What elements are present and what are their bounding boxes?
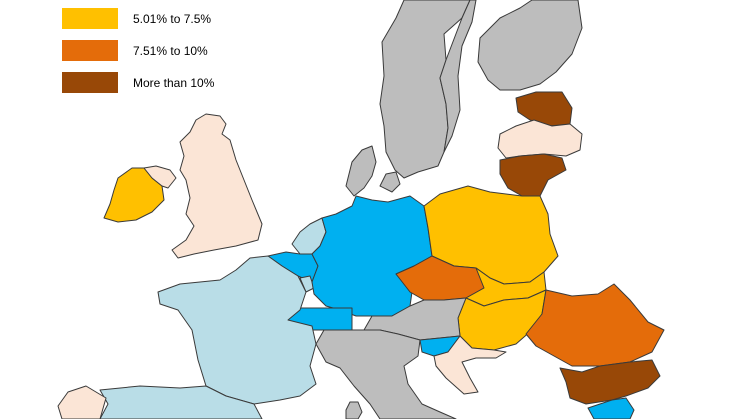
region-denmark xyxy=(345,145,377,197)
region-france xyxy=(157,255,317,405)
region-italy xyxy=(315,329,457,419)
region-romania xyxy=(525,283,665,367)
legend-swatch-brown xyxy=(62,72,118,93)
legend-label: 7.51% to 10% xyxy=(133,43,208,58)
region-croatia xyxy=(433,335,507,395)
legend-label: 5.01% to 7.5% xyxy=(133,11,212,26)
legend-item-more-than-10: More than 10% xyxy=(62,72,214,93)
region-estonia xyxy=(515,91,573,127)
legend-swatch-orange xyxy=(62,40,118,61)
legend-item-5-to-7-5: 5.01% to 7.5% xyxy=(62,8,211,29)
region-united-kingdom xyxy=(171,113,263,259)
region-finland xyxy=(477,0,583,91)
region-northern-ireland xyxy=(143,165,177,189)
region-bulgaria xyxy=(559,359,661,405)
region-lithuania xyxy=(499,153,567,197)
region-sweden xyxy=(439,0,477,153)
legend-swatch-yellow xyxy=(62,8,118,29)
legend-item-7-5-to-10: 7.51% to 10% xyxy=(62,40,208,61)
region-portugal xyxy=(57,385,107,419)
region-germany xyxy=(311,195,433,317)
region-greece xyxy=(587,397,635,419)
region-denmark-isles xyxy=(379,171,401,193)
region-latvia xyxy=(497,119,583,159)
legend-label: More than 10% xyxy=(133,75,215,90)
region-sardinia xyxy=(345,401,363,419)
region-spain xyxy=(99,385,263,419)
